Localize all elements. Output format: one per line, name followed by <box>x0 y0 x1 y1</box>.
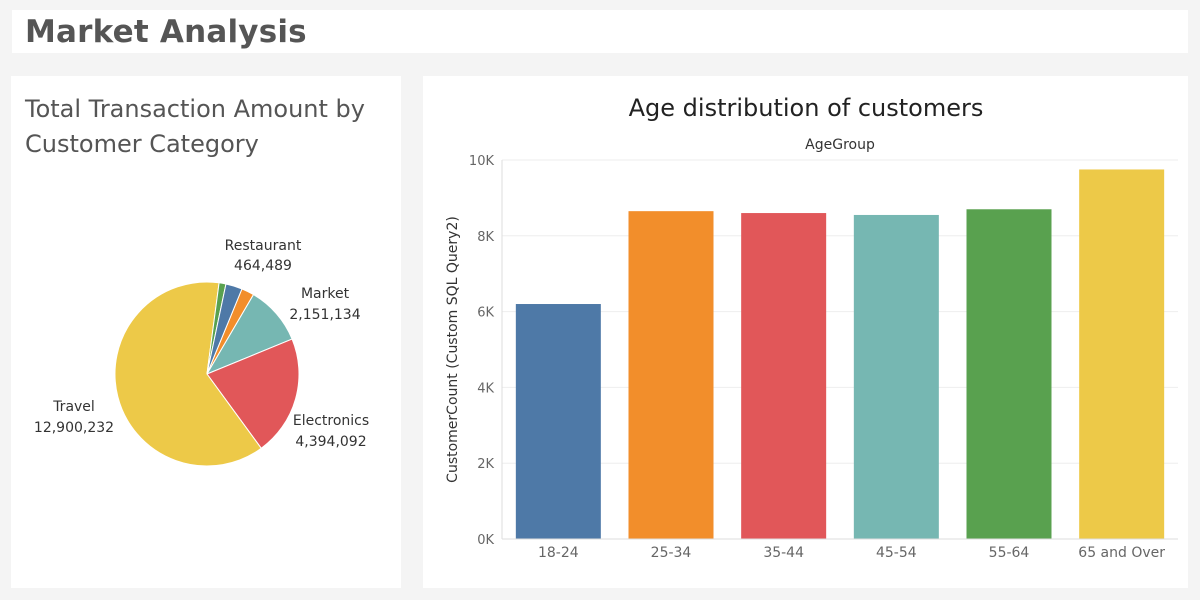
y-tick-label: 2K <box>477 457 494 472</box>
pie-label-market: Market <box>301 286 350 302</box>
bar-chart-title: Age distribution of customers <box>629 94 984 122</box>
pie-chart: Restaurant 464,489 Market 2,151,134 Electron… <box>34 238 369 467</box>
bar-chart: Age distribution of customers AgeGroup 0K… <box>445 94 1178 561</box>
x-tick-label: 45-54 <box>876 545 917 561</box>
pie-label-electronics: Electronics <box>293 413 369 429</box>
pie-chart-panel: Total Transaction Amount by Customer Cat… <box>11 76 401 588</box>
pie-label-restaurant: Restaurant <box>225 238 302 254</box>
y-tick-label: 8K <box>477 230 494 245</box>
y-tick-label: 10K <box>469 154 495 169</box>
dashboard-title-bar: Market Analysis <box>12 10 1188 53</box>
pie-value-market: 2,151,134 <box>289 307 360 323</box>
bar-chart-column-header: AgeGroup <box>805 137 875 153</box>
x-tick-label: 55-64 <box>989 545 1030 561</box>
y-axis-title: CustomerCount (Custom SQL Query2) <box>445 216 461 483</box>
bar-18-24 <box>515 304 601 539</box>
pie-value-restaurant: 464,489 <box>234 258 292 274</box>
y-tick-label: 0K <box>477 533 494 548</box>
pie-label-travel: Travel <box>52 399 95 415</box>
x-tick-label: 25-34 <box>651 545 692 561</box>
pie-slice-travel <box>114 281 262 467</box>
bar-45-54 <box>853 214 939 539</box>
pie-value-electronics: 4,394,092 <box>295 434 366 450</box>
dashboard-title: Market Analysis <box>25 14 307 50</box>
y-tick-label: 4K <box>477 381 494 396</box>
bar-35-44 <box>741 213 827 539</box>
pie-slice-unlabeled-5 <box>206 283 243 375</box>
x-tick-label: 18-24 <box>538 545 579 561</box>
bar-65-and-over <box>1079 169 1165 539</box>
x-tick-label: 35-44 <box>763 545 804 561</box>
pie-chart-title: Total Transaction Amount by Customer Cat… <box>25 95 365 158</box>
bar-55-64 <box>966 209 1052 539</box>
y-tick-label: 6K <box>477 306 494 321</box>
bar-chart-panel: Age distribution of customers AgeGroup 0K… <box>423 76 1188 588</box>
pie-slice-electronics <box>206 338 300 449</box>
x-tick-label: 65 and Over <box>1078 545 1165 561</box>
pie-value-travel: 12,900,232 <box>34 420 114 436</box>
bar-25-34 <box>628 211 714 540</box>
